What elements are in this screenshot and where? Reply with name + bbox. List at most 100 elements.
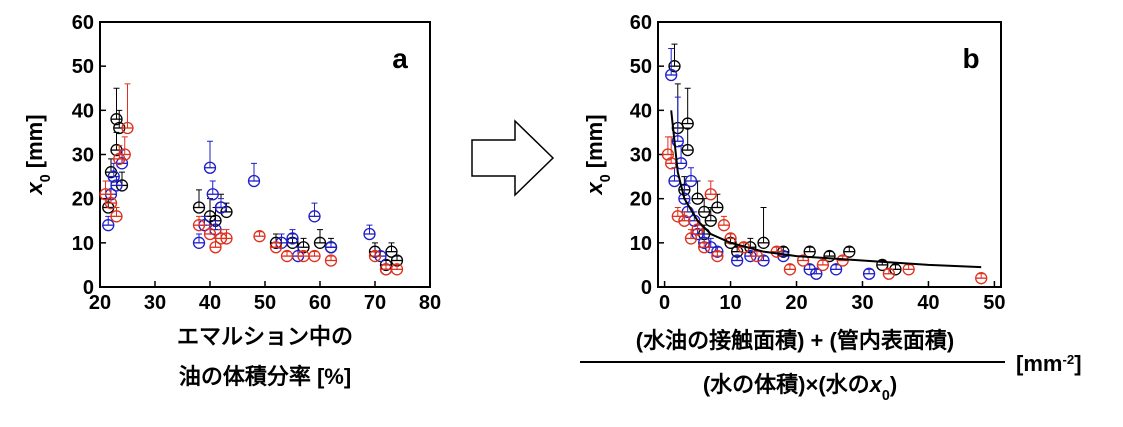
error-bar — [278, 233, 285, 243]
label-part: -2 — [1062, 352, 1074, 367]
error-bar — [773, 246, 780, 252]
error-bar — [806, 264, 813, 270]
error-bar — [885, 268, 892, 274]
panel-label: a — [392, 43, 408, 74]
error-bar — [707, 237, 714, 248]
error-bar — [684, 127, 691, 151]
error-bar — [289, 229, 296, 239]
error-bar — [121, 136, 128, 155]
error-bar — [394, 264, 400, 270]
x-tick-label: 60 — [309, 292, 331, 314]
y-axis-label: x0 [mm] — [582, 114, 614, 195]
label-part: ] — [1074, 351, 1081, 376]
label-part: [mm — [1016, 351, 1062, 376]
error-bar — [786, 264, 793, 270]
error-bar — [300, 237, 307, 248]
error-bar — [218, 198, 224, 208]
error-bar — [681, 211, 688, 221]
error-bar — [826, 251, 833, 257]
x-tick-label: 50 — [254, 292, 276, 314]
error-bar — [846, 246, 853, 252]
error-bar — [311, 202, 318, 217]
error-bar — [207, 198, 213, 217]
error-bar — [372, 251, 378, 257]
x-tick-label: 20 — [89, 292, 111, 314]
error-bar — [747, 237, 754, 248]
error-bar — [707, 180, 714, 195]
error-bar — [383, 264, 389, 270]
label-part: x — [22, 182, 47, 196]
y-tick-label: 40 — [72, 100, 94, 122]
error-bar — [108, 193, 114, 204]
error-bar — [734, 255, 741, 261]
y-tick-label: 0 — [641, 277, 652, 299]
x-axis-label: 油の体積分率 [%] — [179, 364, 351, 389]
error-bar — [113, 176, 120, 186]
error-bar — [671, 43, 678, 67]
error-bar — [273, 242, 279, 248]
error-bar — [328, 242, 334, 248]
x-tick-label: 30 — [144, 292, 166, 314]
error-bar — [678, 145, 685, 164]
error-bar — [207, 140, 213, 168]
label-part: [mm] — [582, 114, 607, 174]
error-bar — [108, 158, 114, 173]
x-axis-numerator: (水油の接触面積) + (管内表面積) — [636, 328, 954, 353]
y-tick-label: 60 — [630, 12, 652, 34]
error-bar — [196, 233, 202, 243]
error-bar — [209, 180, 216, 195]
label-part: (水の体積)×(水の — [703, 372, 870, 397]
error-bar — [212, 220, 219, 230]
y-tick-label: 0 — [83, 277, 94, 299]
error-bar — [116, 109, 123, 128]
error-bar — [311, 251, 318, 257]
error-bar — [668, 48, 675, 75]
label-part: x — [582, 182, 607, 196]
error-bar — [674, 96, 681, 142]
error-bar — [256, 231, 263, 237]
error-bar — [388, 242, 395, 252]
error-bar — [113, 131, 120, 151]
error-bar — [753, 251, 760, 257]
error-bar — [284, 251, 290, 257]
x-tick-label: 50 — [983, 292, 1005, 314]
label-part: 0 — [882, 388, 890, 404]
x-tick-label: 40 — [917, 292, 939, 314]
error-bar — [892, 264, 899, 270]
error-bar — [833, 264, 840, 270]
error-bar — [714, 251, 721, 257]
label-part: 0 — [38, 174, 54, 182]
y-tick-label: 10 — [630, 233, 652, 255]
error-bar — [687, 167, 694, 181]
error-bar — [300, 251, 307, 257]
error-bar — [207, 224, 213, 234]
error-bar — [196, 189, 202, 208]
error-bar — [251, 162, 257, 181]
error-bar — [701, 242, 708, 248]
y-tick-label: 40 — [630, 100, 652, 122]
error-bar — [366, 224, 373, 234]
label-part: [mm] — [22, 114, 47, 174]
error-bar — [664, 136, 671, 155]
error-bar — [813, 268, 820, 274]
error-bar — [105, 215, 112, 226]
label-part: 0 — [598, 174, 614, 182]
x-axis-label: エマルション中の — [177, 324, 353, 349]
error-bar — [196, 215, 202, 226]
y-tick-label: 30 — [630, 145, 652, 167]
y-tick-label: 50 — [72, 56, 94, 78]
x-axis-unit: [mm-2] — [1016, 351, 1082, 376]
error-bar — [394, 255, 400, 261]
y-axis-label: x0 [mm] — [22, 114, 54, 195]
error-bar — [806, 246, 813, 252]
error-bar — [905, 264, 912, 270]
y-tick-label: 30 — [72, 145, 94, 167]
x-tick-label: 80 — [419, 292, 441, 314]
arrow — [471, 119, 555, 197]
error-bar — [328, 255, 334, 261]
x-tick-label: 20 — [785, 292, 807, 314]
x-tick-label: 30 — [851, 292, 873, 314]
error-bar — [113, 207, 120, 217]
error-bar — [819, 260, 826, 265]
